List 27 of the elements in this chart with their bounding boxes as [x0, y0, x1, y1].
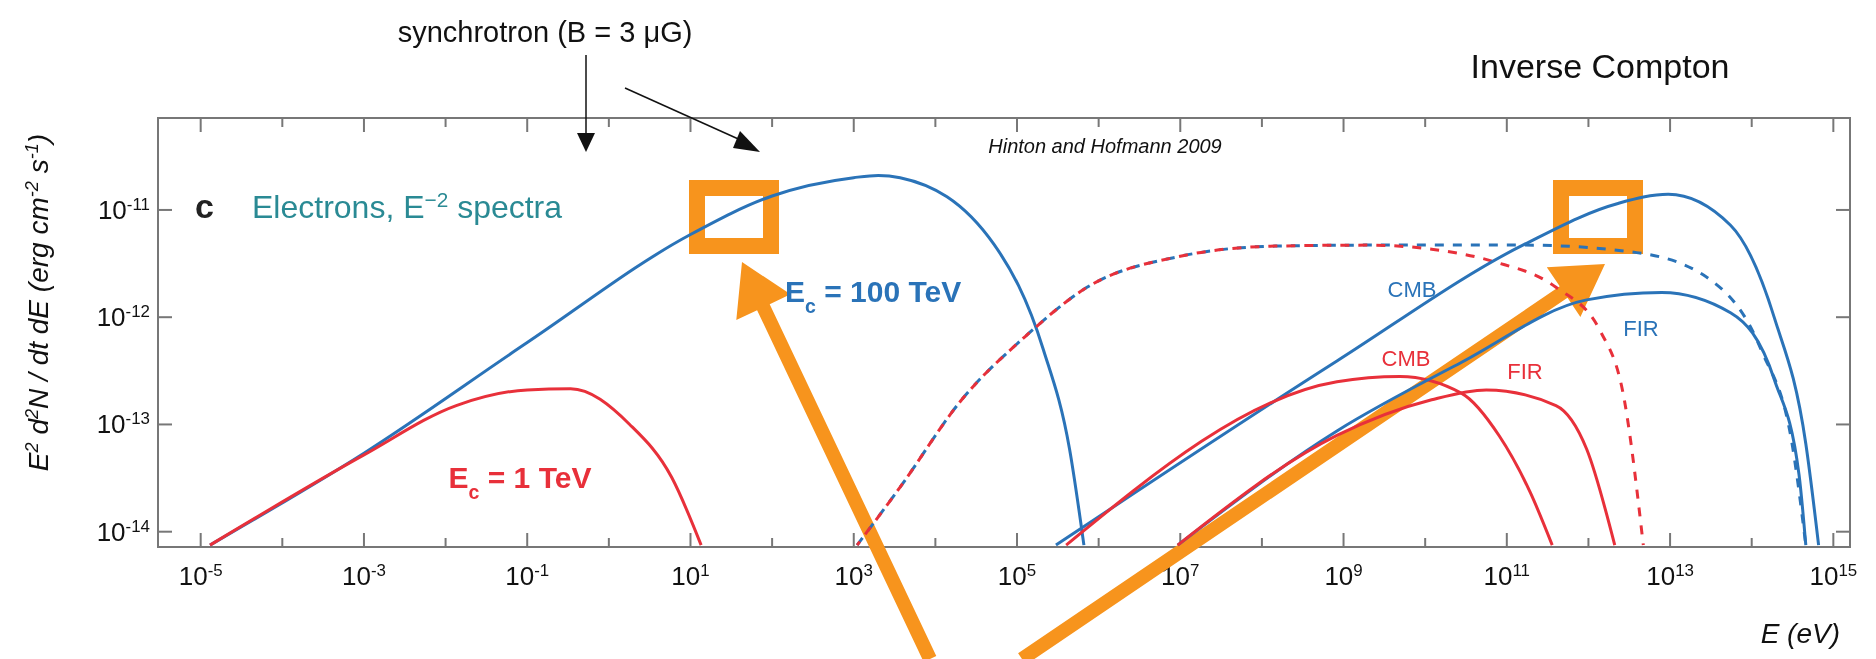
x-tick-label: 10$^{1}$ [671, 560, 710, 591]
annotation: E$_{c}$ = 1 TeV [448, 461, 592, 503]
annotation: Hinton and Hofmann 2009 [988, 135, 1222, 157]
x-tick-label: 10$^{15}$ [1809, 560, 1858, 591]
annotation: c [195, 187, 214, 225]
y-tick-label: 10$^{-12}$ [96, 301, 150, 333]
x-tick-label: 10$^{13}$ [1646, 560, 1694, 591]
annotation: CMB [1387, 277, 1437, 302]
x-tick-label: 10$^{-3}$ [341, 560, 386, 591]
x-tick-label: 10$^{7}$ [1161, 560, 1200, 591]
x-axis-title: E (eV) [1760, 618, 1840, 649]
annotation: E$_{c}$ = 100 TeV [785, 275, 962, 317]
x-tick-label: 10$^{11}$ [1483, 560, 1531, 591]
x-tick-label: 10$^{5}$ [997, 560, 1037, 591]
x-tick-label: 10$^{3}$ [834, 560, 873, 591]
y-tick-label: 10$^{-13}$ [96, 408, 150, 440]
annotation: CMB [1381, 346, 1431, 371]
x-tick-label: 10$^{9}$ [1324, 560, 1363, 591]
text: synchrotron (B = 3 μG) [397, 16, 693, 48]
text: Inverse Compton [1470, 47, 1730, 85]
y-tick-label: 10$^{-11}$ [97, 194, 150, 225]
x-tick-label: 10$^{-5}$ [178, 560, 223, 591]
annotation: FIR [1507, 359, 1543, 384]
y-tick-label: 10$^{-14}$ [96, 516, 150, 547]
annotation: FIR [1623, 316, 1659, 341]
annotation: Electrons, E$^{−2}$ spectra [252, 187, 563, 225]
x-tick-label: 10$^{-1}$ [505, 560, 550, 591]
